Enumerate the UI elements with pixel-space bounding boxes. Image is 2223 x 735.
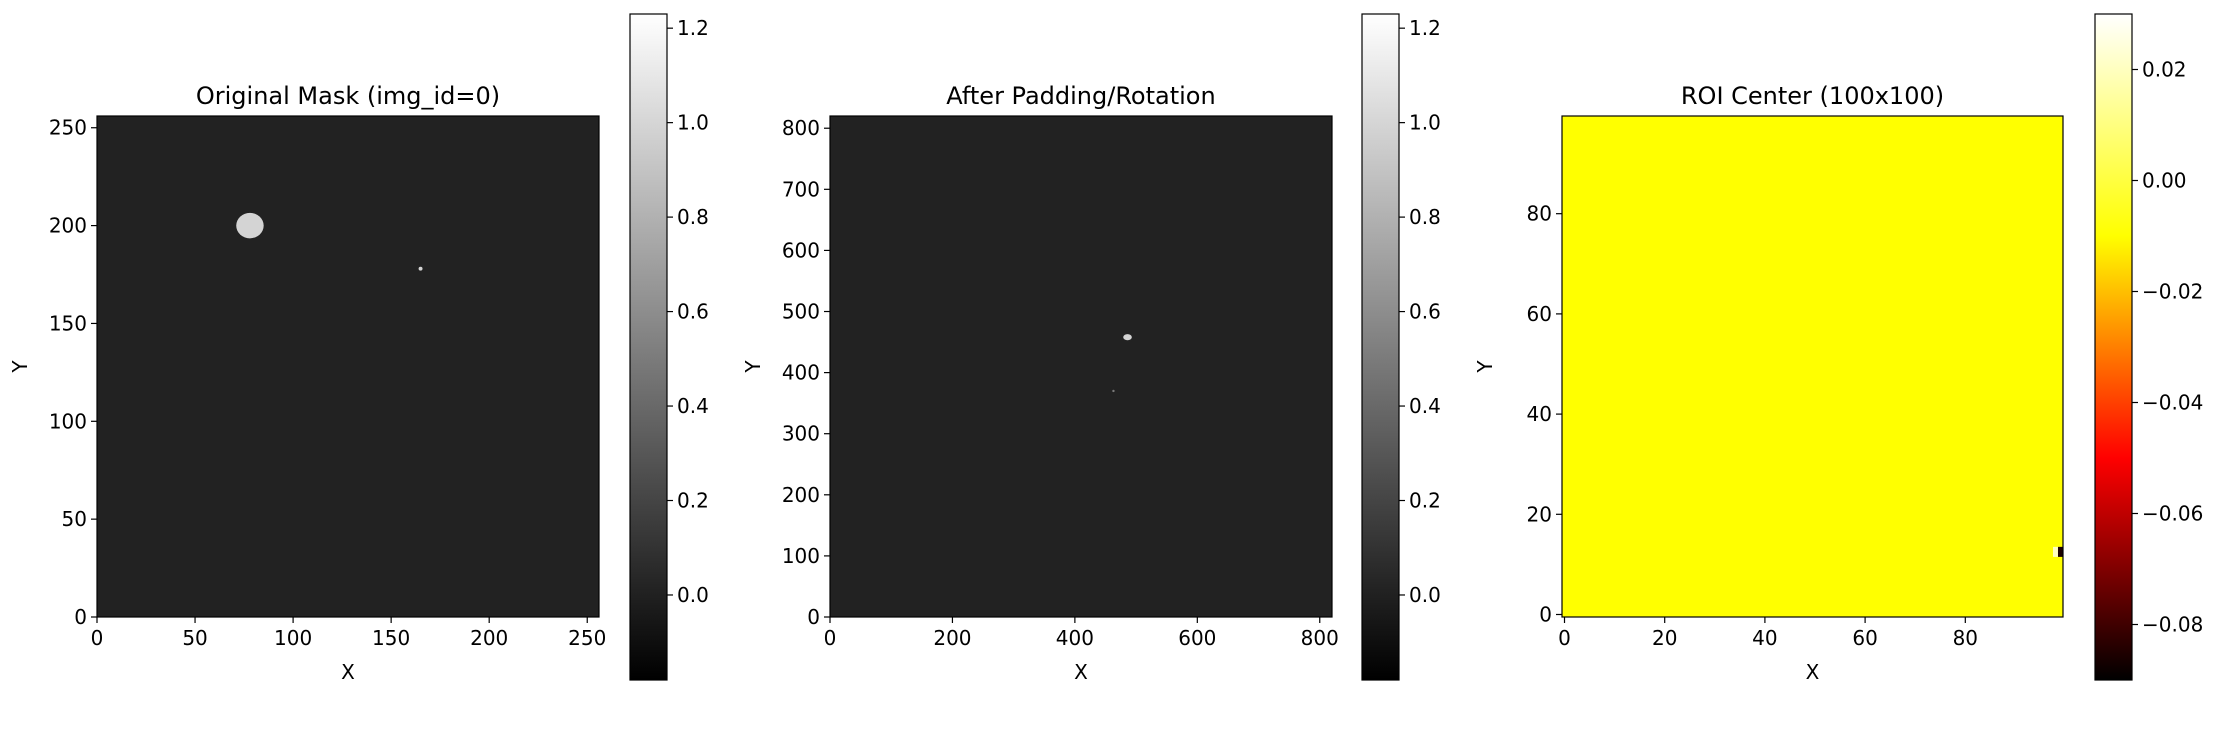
colorbar: 0.0 0.2 0.4 0.6 0.8 1.0 1.2 (629, 13, 709, 681)
y-tick-label: 100 (49, 409, 87, 433)
heatmap-background (830, 116, 1332, 617)
colorbar-tick-label: 0.4 (1409, 394, 1441, 418)
x-tick-label: 80 (1953, 626, 1978, 650)
y-tick-label: 20 (1527, 502, 1552, 526)
heatmap-features (1112, 334, 1132, 393)
mask-blob (1123, 334, 1132, 341)
colorbar: 0.0 0.2 0.4 0.6 0.8 1.0 1.2 (1361, 13, 1441, 681)
x-tick-label: 800 (1301, 626, 1339, 650)
roi-edge-light-cell (2052, 546, 2058, 557)
y-tick-label: 150 (49, 311, 87, 335)
y-tick-label: 100 (782, 544, 820, 568)
colorbar-tick-label: 1.2 (677, 16, 709, 40)
y-tick-label: 0 (1539, 602, 1552, 626)
y-tick-label: 200 (782, 483, 820, 507)
x-tick-label: 100 (274, 626, 312, 650)
panel-2: 0 200 400 600 800 0 100 200 300 400 500 600 700 800 X Y… (741, 13, 1441, 684)
y-tick-label: 800 (782, 116, 820, 140)
colorbar-tick-label: 1.0 (1409, 111, 1441, 135)
panel-title: Original Mask (img_id=0) (196, 82, 500, 110)
colorbar-tick-label: −0.06 (2142, 502, 2203, 526)
heatmap-features (2052, 546, 2063, 557)
y-axis-label: Y (741, 360, 765, 374)
mask-dot (418, 266, 423, 271)
colorbar-gradient (629, 13, 668, 681)
mask-dot (1112, 389, 1115, 393)
colorbar-tick-label: −0.04 (2142, 391, 2203, 415)
panels: 0 50 100 150 200 250050100150200250XYOriginal… (8, 13, 2203, 684)
colorbar-tick-label: 0.2 (677, 489, 709, 513)
y-tick-label: 200 (49, 214, 87, 238)
y-axis-label: Y (8, 360, 32, 374)
colorbar: −0.08 −0.06 −0.04 −0.02 0.00 0.02 (2094, 13, 2203, 681)
x-tick-label: 200 (470, 626, 508, 650)
colorbar-tick-label: 0.2 (1409, 489, 1441, 513)
x-tick-label: 60 (1852, 626, 1877, 650)
x-tick-label: 0 (91, 626, 104, 650)
colorbar-tick-label: 0.02 (2142, 58, 2187, 82)
panel-1: 0 50 100 150 200 250 0 50 100 150 200 250 X Y Original… (8, 13, 709, 684)
x-axis-label: X (1074, 660, 1088, 684)
y-tick-label: 600 (782, 238, 820, 262)
colorbar-tick-label: 0.4 (677, 394, 709, 418)
x-tick-label: 250 (568, 626, 606, 650)
heatmap-background (1562, 116, 2063, 617)
colorbar-tick-label: −0.02 (2142, 280, 2203, 304)
colorbar-tick-label: 0.8 (1409, 205, 1441, 229)
x-tick-label: 0 (1558, 626, 1571, 650)
y-axis-label: Y (1473, 360, 1497, 374)
colorbar-tick-label: 1.2 (1409, 16, 1441, 40)
y-tick-label: 0 (807, 605, 820, 629)
panel-title: ROI Center (100x100) (1681, 82, 1944, 110)
x-axis-label: X (341, 660, 355, 684)
panel-title: After Padding/Rotation (946, 82, 1215, 110)
y-tick-label: 50 (62, 507, 87, 531)
x-tick-label: 150 (372, 626, 410, 650)
x-tick-label: 600 (1178, 626, 1216, 650)
y-tick-label: 700 (782, 177, 820, 201)
colorbar-tick-label: 0.00 (2142, 169, 2187, 193)
colorbar-tick-label: 0.8 (677, 205, 709, 229)
x-axis-label: X (1806, 660, 1820, 684)
colorbar-gradient (1361, 13, 1400, 681)
panel-3: 0 20 40 60 80 0 20 40 60 80 X Y ROI Center (100x100)… (1473, 13, 2203, 684)
heatmap-background (97, 116, 599, 617)
colorbar-tick-label: −0.08 (2142, 613, 2203, 637)
colorbar-tick-label: 0.0 (1409, 583, 1441, 607)
y-tick-label: 400 (782, 361, 820, 385)
y-tick-label: 500 (782, 300, 820, 324)
x-tick-label: 400 (1056, 626, 1094, 650)
y-tick-label: 0 (74, 605, 87, 629)
colorbar-gradient (2094, 13, 2133, 681)
y-tick-label: 250 (49, 116, 87, 140)
colorbar-tick-label: 0.6 (1409, 300, 1441, 324)
x-tick-label: 0 (824, 626, 837, 650)
x-tick-label: 20 (1652, 626, 1677, 650)
mask-blob (236, 212, 264, 239)
x-tick-label: 50 (182, 626, 207, 650)
y-tick-label: 60 (1527, 302, 1552, 326)
y-tick-label: 300 (782, 422, 820, 446)
plot-frame (829, 115, 1333, 618)
colorbar-tick-label: 0.6 (677, 300, 709, 324)
roi-edge-dark-cell (2057, 546, 2063, 557)
heatmap-features (236, 212, 423, 271)
y-tick-label: 40 (1527, 402, 1552, 426)
colorbar-tick-label: 0.0 (677, 583, 709, 607)
plot-frame (1561, 115, 2064, 618)
x-tick-label: 40 (1752, 626, 1777, 650)
colorbar-tick-label: 1.0 (677, 111, 709, 135)
plot-frame (96, 115, 600, 618)
y-tick-label: 80 (1527, 202, 1552, 226)
x-tick-label: 200 (933, 626, 971, 650)
